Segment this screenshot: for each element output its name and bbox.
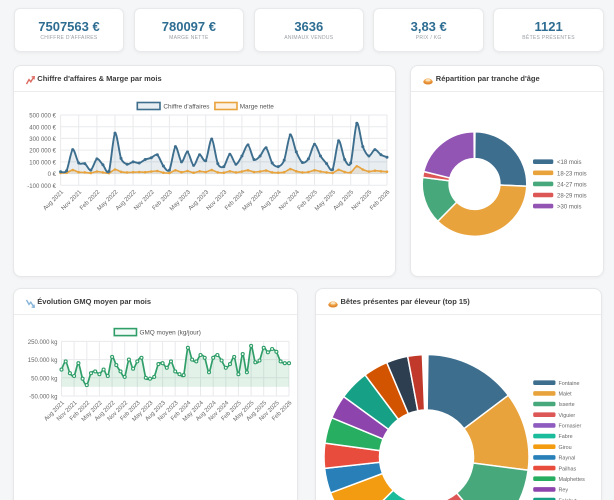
svg-text:100 000 €: 100 000 €: [29, 161, 56, 167]
svg-text:Marge nette: Marge nette: [240, 103, 275, 110]
svg-text:50.000 kg: 50.000 kg: [31, 376, 57, 382]
svg-text:0 €: 0 €: [48, 172, 57, 178]
svg-text:18-23 mois: 18-23 mois: [557, 171, 587, 177]
svg-text:Malphettes: Malphettes: [559, 477, 586, 483]
svg-text:Fabre: Fabre: [559, 434, 573, 440]
svg-text:Chiffre d'affaires: Chiffre d'affaires: [163, 103, 209, 110]
svg-text:Girou: Girou: [559, 445, 572, 451]
svg-text:300 000 €: 300 000 €: [29, 137, 56, 143]
svg-text:400 000 €: 400 000 €: [29, 125, 56, 131]
svg-text:250.000 kg: 250.000 kg: [28, 340, 58, 346]
svg-text:-50.000 kg: -50.000 kg: [29, 395, 57, 401]
svg-text:Viguier: Viguier: [559, 413, 576, 419]
svg-text:200 000 €: 200 000 €: [29, 149, 56, 155]
svg-text:GMQ moyen (kg/jour): GMQ moyen (kg/jour): [140, 330, 201, 337]
svg-text:Pailhas: Pailhas: [559, 466, 577, 472]
svg-text:Fornasier: Fornasier: [559, 424, 582, 430]
svg-text:Raynal: Raynal: [559, 456, 576, 462]
svg-text:Rey: Rey: [559, 488, 569, 494]
svg-text:Falabut: Falabut: [559, 498, 577, 500]
svg-text:28-29 mois: 28-29 mois: [557, 194, 587, 200]
svg-text:150.000 kg: 150.000 kg: [28, 358, 58, 364]
svg-text:Fontaine: Fontaine: [559, 381, 580, 387]
svg-text:24-27 mois: 24-27 mois: [557, 182, 587, 188]
svg-text:-100 000 €: -100 000 €: [27, 184, 56, 190]
svg-text:Malet: Malet: [559, 392, 573, 398]
svg-text:<18 mois: <18 mois: [557, 160, 582, 166]
svg-text:Isserte: Isserte: [559, 402, 575, 408]
svg-text:Feb 2026: Feb 2026: [369, 189, 392, 212]
svg-text:500 000 €: 500 000 €: [29, 114, 56, 120]
svg-text:>30 mois: >30 mois: [557, 205, 582, 211]
